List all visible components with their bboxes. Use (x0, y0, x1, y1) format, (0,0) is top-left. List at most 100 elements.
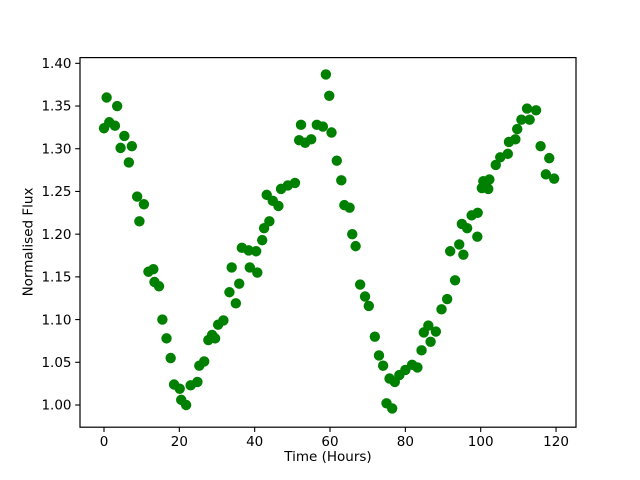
data-point (320, 69, 332, 80)
data-point (441, 293, 453, 305)
data-point (289, 177, 301, 189)
data-point (148, 263, 159, 275)
data-point (458, 249, 469, 260)
data-point (157, 314, 168, 325)
data-point (153, 281, 165, 292)
data-point (234, 278, 245, 289)
data-point (165, 352, 176, 364)
data-point (123, 157, 135, 168)
axes-frame (79, 56, 577, 428)
y-tick-label: 1.15 (41, 270, 71, 286)
data-point (510, 134, 521, 145)
data-point (331, 155, 342, 166)
data-point (347, 228, 358, 240)
data-point (521, 103, 533, 114)
data-point (490, 159, 501, 171)
y-tick-label: 1.05 (41, 355, 71, 371)
data-point (516, 114, 527, 125)
data-point (230, 298, 242, 309)
data-point (226, 262, 237, 273)
data-point (454, 239, 465, 250)
data-point (138, 199, 150, 210)
data-point (544, 152, 555, 164)
data-point (326, 127, 337, 138)
y-tick-label: 1.20 (41, 227, 71, 243)
y-tick-label: 1.25 (41, 184, 71, 200)
data-point (109, 120, 121, 131)
data-point (449, 275, 461, 286)
data-point (502, 148, 514, 160)
data-point (243, 245, 254, 256)
data-point (218, 315, 229, 326)
data-point (484, 174, 495, 185)
y-axis-label: Normalised Flux (20, 187, 37, 297)
data-point (548, 173, 560, 184)
data-point (257, 234, 268, 246)
data-point (324, 90, 335, 101)
x-tick-label: 120 (543, 434, 569, 450)
data-point (535, 140, 546, 152)
data-point (483, 183, 494, 195)
data-point (264, 216, 275, 227)
data-point (295, 119, 307, 131)
x-tick-label: 0 (100, 434, 109, 450)
data-point (436, 304, 447, 315)
x-tick-label: 40 (246, 434, 263, 450)
data-point (250, 246, 262, 257)
data-point (430, 326, 442, 337)
data-point (512, 123, 523, 135)
data-point (386, 403, 398, 414)
data-point (180, 399, 192, 411)
x-tick-label: 20 (171, 434, 188, 450)
data-point (174, 383, 185, 394)
x-axis-label: Time (Hours) (284, 449, 372, 465)
data-point (115, 142, 126, 154)
data-point (131, 191, 143, 202)
data-point (472, 231, 483, 242)
x-tick-label: 80 (397, 434, 414, 450)
data-point (344, 202, 355, 213)
x-tick-label: 100 (468, 434, 494, 450)
data-point (524, 114, 535, 125)
data-point (224, 287, 235, 298)
data-point (472, 207, 483, 219)
data-point (209, 333, 221, 344)
data-point (416, 345, 427, 356)
y-tick-label: 1.40 (41, 56, 71, 72)
data-point (369, 331, 381, 342)
y-tick-label: 1.00 (41, 398, 71, 414)
data-point (425, 336, 436, 347)
data-point (101, 92, 112, 103)
data-point (373, 350, 385, 361)
data-point (198, 356, 210, 367)
data-point (134, 216, 145, 227)
data-point (336, 175, 347, 186)
y-tick-label: 1.30 (41, 141, 71, 157)
data-point (252, 267, 263, 278)
data-point (530, 105, 542, 116)
data-point (350, 240, 361, 252)
data-point (273, 200, 284, 212)
data-point (354, 279, 366, 290)
x-tick-label: 60 (321, 434, 338, 450)
data-point (317, 121, 329, 132)
data-point (377, 360, 389, 371)
data-point (192, 376, 203, 388)
data-point (444, 246, 456, 257)
y-tick-label: 1.10 (41, 312, 71, 328)
data-point (126, 140, 138, 152)
data-point (540, 169, 552, 180)
data-point (111, 100, 123, 112)
data-point (412, 362, 423, 373)
y-tick-label: 1.35 (41, 99, 71, 115)
data-point (359, 291, 371, 302)
data-point (363, 300, 375, 312)
data-point (305, 134, 317, 145)
data-point (461, 222, 473, 234)
data-point (119, 130, 130, 142)
data-point (244, 262, 255, 273)
data-point (161, 333, 172, 344)
data-point (423, 320, 434, 331)
